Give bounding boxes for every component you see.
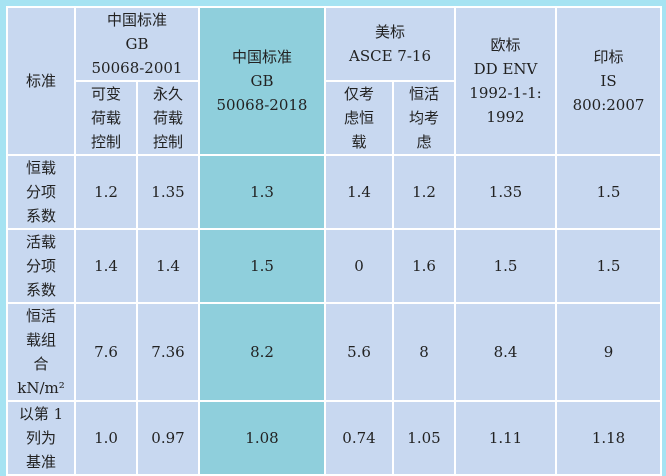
sub-header: 恒活均考虑 (391, 80, 457, 156)
value-cell: 1.5 (555, 154, 663, 230)
label-line: 恒载 (25, 159, 56, 177)
label-line: 系数 (25, 207, 56, 225)
label-line: 合 (33, 355, 49, 373)
label-line: kN/m² (17, 379, 65, 397)
value-cell: 8 (391, 302, 457, 402)
value-cell: 1.5 (198, 228, 326, 304)
data-row: 恒载 分项 系数 1.2 1.35 1.3 1.4 1.2 1.35 1.5 (6, 154, 663, 230)
value-cell: 1.5 (555, 228, 663, 304)
value-cell: 1.2 (391, 154, 457, 230)
value-cell: 1.6 (391, 228, 457, 304)
label-line: 系数 (25, 281, 56, 299)
value-cell: 0.74 (324, 400, 394, 476)
label-line: 以第 1 (18, 405, 64, 423)
header-line: 中国标准 (231, 48, 292, 66)
header-line: 欧标 (490, 36, 521, 54)
value-cell: 1.4 (324, 154, 394, 230)
row-label: 恒载 分项 系数 (6, 154, 76, 230)
value-cell: 1.5 (454, 228, 558, 304)
header-line: GB (125, 35, 149, 53)
value-cell: 9 (555, 302, 663, 402)
sub-header: 仅考虑恒载 (324, 80, 394, 156)
header-line: GB (250, 72, 274, 90)
header-line: 800:2007 (572, 96, 645, 114)
group-header: 欧标 DD ENV 1992-1-1: 1992 (454, 6, 558, 156)
value-cell: 1.18 (555, 400, 663, 476)
value-cell: 0 (324, 228, 394, 304)
header-line: DD ENV (473, 60, 538, 78)
group-header: 中国标准 GB 50068-2018 (198, 6, 326, 156)
header-line: 50068-2018 (216, 96, 308, 114)
page: 标准 中国标准 GB 50068-2001 中国标准 GB 50068-2018 美标 ASCE… (6, 6, 663, 476)
header-line: 印标 (593, 48, 624, 66)
label-line: 列为 (25, 429, 56, 447)
row-label: 以第 1 列为基准 (6, 400, 76, 476)
value-cell: 8.2 (198, 302, 326, 402)
row-label: 恒活载组合 kN/m² (6, 302, 76, 402)
header-line: 1992-1-1: (469, 84, 542, 102)
header-line: ASCE 7-16 (349, 47, 432, 65)
data-row: 活载 分项 系数 1.4 1.4 1.5 0 1.6 1.5 1.5 (6, 228, 663, 304)
value-cell: 1.2 (74, 154, 138, 230)
header-line: 50068-2001 (91, 59, 183, 77)
value-cell: 7.36 (136, 302, 200, 402)
header-line: 中国标准 (106, 11, 167, 29)
corner-header: 标准 (6, 6, 76, 156)
value-cell: 1.35 (136, 154, 200, 230)
value-cell: 5.6 (324, 302, 394, 402)
label-line: 分项 (25, 257, 56, 275)
value-cell: 1.11 (454, 400, 558, 476)
group-header: 印标 IS 800:2007 (555, 6, 663, 156)
label-line: 载组 (25, 331, 56, 349)
value-cell: 1.3 (198, 154, 326, 230)
header-line: 1992 (486, 108, 525, 126)
value-cell: 8.4 (454, 302, 558, 402)
value-cell: 1.4 (74, 228, 138, 304)
value-cell: 1.4 (136, 228, 200, 304)
group-header: 美标 ASCE 7-16 (323, 6, 457, 82)
sub-header: 永久荷载控制 (136, 80, 200, 156)
group-header: 中国标准 GB 50068-2001 (74, 6, 200, 82)
data-row: 恒活载组合 kN/m² 7.6 7.36 8.2 5.6 8 8.4 9 (6, 302, 663, 402)
header-row: 标准 中国标准 GB 50068-2001 中国标准 GB 50068-2018 美标 ASCE… (6, 6, 663, 156)
value-cell: 0.97 (136, 400, 200, 476)
row-label: 活载 分项 系数 (6, 228, 76, 304)
data-row: 以第 1 列为基准 1.0 0.97 1.08 0.74 1.05 1.11 1.18 (6, 400, 663, 476)
value-cell: 1.35 (454, 154, 558, 230)
header-row: 可变荷载控制 永久荷载控制 仅考虑恒载 恒活均考虑 (7, 80, 661, 156)
value-cell: 7.6 (74, 302, 138, 402)
header-line: 美标 (375, 23, 406, 41)
comparison-table: 标准 中国标准 GB 50068-2001 中国标准 GB 50068-2018 美标 ASCE… (6, 6, 663, 476)
label-line: 分项 (25, 183, 56, 201)
label-line: 基准 (25, 453, 56, 471)
value-cell: 1.08 (198, 400, 326, 476)
header-line: IS (600, 72, 617, 90)
value-cell: 1.05 (391, 400, 457, 476)
sub-header: 可变荷载控制 (74, 80, 138, 156)
label-line: 恒活 (25, 307, 56, 325)
label-line: 活载 (25, 233, 56, 251)
value-cell: 1.0 (74, 400, 138, 476)
